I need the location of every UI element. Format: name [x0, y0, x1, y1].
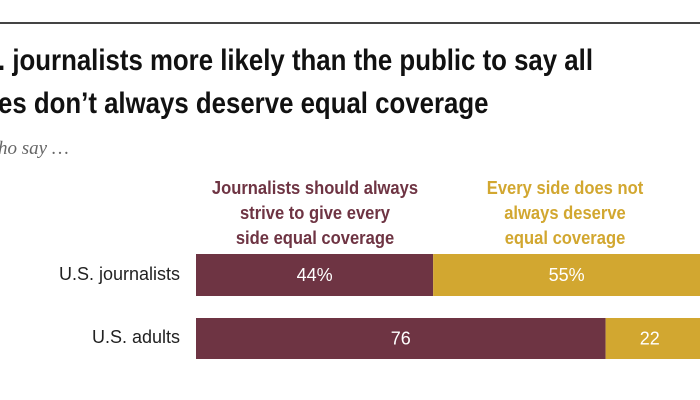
data-label: 55%	[549, 265, 585, 285]
legend-line: Every side does not	[486, 178, 644, 198]
bar-segment	[196, 318, 606, 359]
bar-segment	[605, 318, 700, 359]
legend-line: Journalists should always	[211, 178, 419, 198]
legend-always-equal: Journalists should always strive to give…	[195, 176, 434, 251]
legend-line: strive to give every	[239, 203, 391, 223]
row-label-journalists: U.S. journalists	[58, 264, 180, 284]
data-label: 22	[640, 329, 660, 349]
legend-not-always: Every side does not always deserve equal…	[445, 176, 684, 251]
chart-title-line-1: . journalists more likely than the publi…	[0, 44, 593, 77]
data-label: 44%	[297, 265, 333, 285]
bar-segment	[196, 254, 434, 296]
top-rule	[0, 22, 700, 24]
row-label-adults: U.S. adults	[91, 327, 180, 347]
legend-line: equal coverage	[504, 228, 626, 248]
chart-subtitle: ho say …	[0, 138, 69, 159]
legend-line: always deserve	[504, 203, 626, 223]
chart-title-line-2: es don’t always deserve equal coverage	[0, 87, 489, 120]
bar-segment	[433, 254, 700, 296]
legend-line: side equal coverage	[235, 228, 395, 248]
data-label: 76	[391, 329, 411, 349]
